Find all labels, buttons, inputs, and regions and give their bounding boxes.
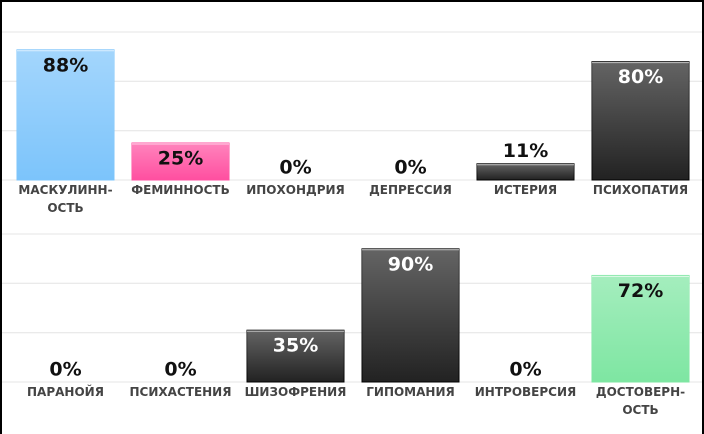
value-label: 0% [509,359,541,381]
value-label: 0% [49,359,81,381]
category-label: ДОСТОВЕРН- ОСТЬ [595,385,686,417]
value-label: 0% [394,157,426,179]
value-label: 25% [158,148,203,170]
category-label: ДЕПРЕССИЯ [369,183,452,197]
category-label: ПСИХОПАТИЯ [592,183,689,197]
category-label: ПСИХАСТЕНИЯ [129,385,232,399]
bar-shine [592,275,689,382]
bar-shine [132,143,229,180]
value-label: 90% [388,253,433,275]
category-label: ИСТЕРИЯ [493,183,558,197]
value-label: 11% [503,140,548,162]
value-label: 80% [618,66,663,88]
bar-shine [247,330,344,382]
category-label: ИПОХОНДРИЯ [246,183,345,197]
category-label: ФЕМИННОСТЬ [131,183,230,197]
bar-shine [362,248,459,382]
bar-shine [17,49,114,181]
category-label: ШИЗОФРЕНИЯ [244,385,347,399]
category-label: ГИПОМАНИЯ [366,385,455,399]
category-label: МАСКУЛИНН- ОСТЬ [18,183,113,215]
bar-shine [477,163,574,180]
bar-shine [592,61,689,180]
category-label: ПАРАНОЙЯ [27,385,104,399]
value-label: 0% [279,157,311,179]
value-label: 72% [618,280,663,302]
value-label: 88% [43,54,88,76]
category-label: ИНТРОВЕРСИЯ [474,385,577,399]
value-label: 0% [164,359,196,381]
value-label: 35% [273,335,318,357]
